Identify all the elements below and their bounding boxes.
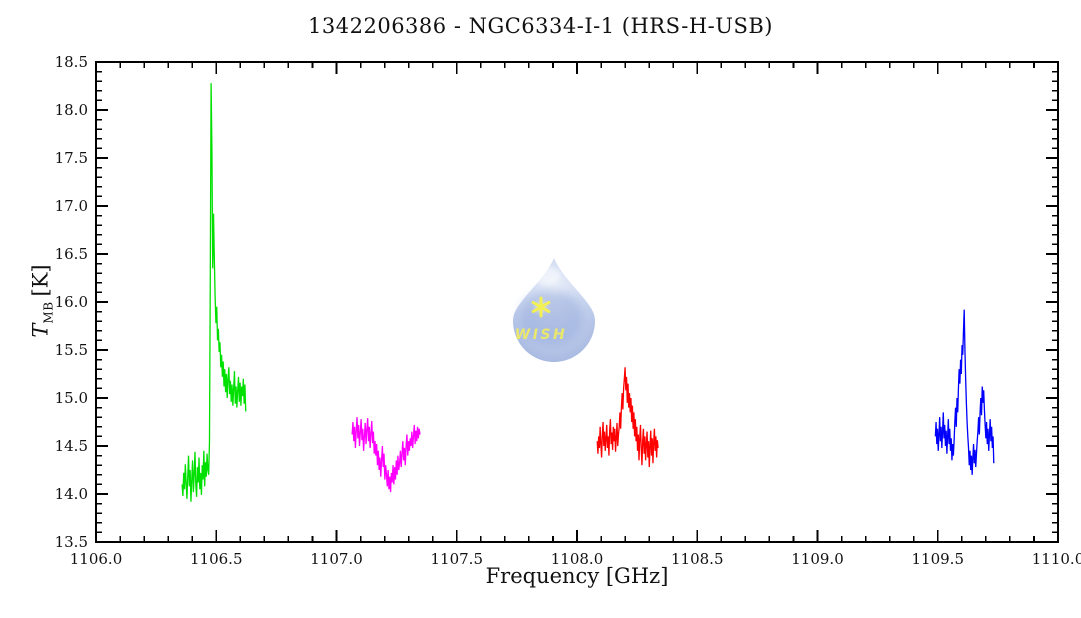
wish-drop-highlight [534,267,560,285]
y-tick-label: 17.0 [55,197,88,215]
y-axis-label: TMB [K] [28,264,55,337]
y-tick-label: 18.5 [55,53,88,71]
axes-layer [95,61,1059,543]
plot-title: 1342206386 - NGC6334-I-1 (HRS-H-USB) [308,14,773,38]
y-tick-label: 14.5 [55,437,88,455]
x-tick-label: 1107.5 [431,550,484,568]
y-tick-label: 16.5 [55,245,88,263]
wish-label: WISH [515,327,567,343]
y-tick-label: 17.5 [55,149,88,167]
x-tick-label: 1107.0 [310,550,363,568]
y-tick-label: 18.0 [55,101,88,119]
x-tick-label: 1108.0 [551,550,604,568]
y-axis-subscript: MB [41,301,56,324]
y-axis-unit: [K] [28,264,53,297]
x-tick-label: 1106.0 [70,550,123,568]
x-axis-label: Frequency [GHz] [485,564,669,588]
x-tick-label: 1109.0 [791,550,844,568]
y-tick-label: 16.0 [55,293,88,311]
y-tick-label: 13.5 [55,533,88,551]
wish-star-icon [531,296,551,318]
wish-watermark: WISH [513,258,595,362]
spectra-layer [181,83,995,502]
y-tick-label: 15.0 [55,389,88,407]
x-tick-label: 1109.5 [912,550,965,568]
x-tick-label: 1110.0 [1032,550,1081,568]
y-tick-label: 15.5 [55,341,88,359]
spectrum-subband-4 [934,309,995,475]
spectrum-subband-2 [351,417,421,493]
x-tick-label: 1106.5 [190,550,243,568]
spectrum-subband-3 [596,367,659,468]
spectrum-subband-1 [181,83,247,502]
x-tick-label: 1108.5 [671,550,724,568]
tick-label-layer: 1106.0 1106.5 1107.0 1107.5 1108.0 1108.5 1109… [55,53,1081,568]
y-tick-label: 14.0 [55,485,88,503]
y-axis-symbol: T [28,323,53,338]
